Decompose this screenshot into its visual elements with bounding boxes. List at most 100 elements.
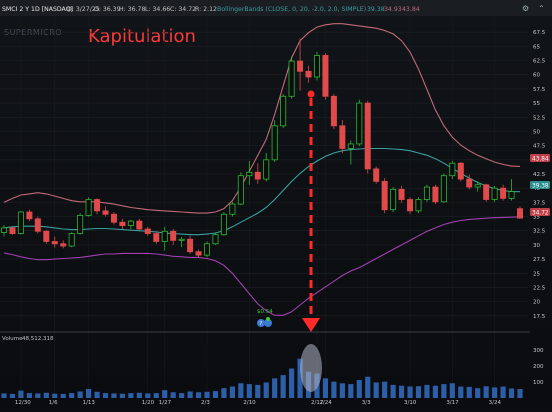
symbol-label[interactable]: SMCI 2 Y 1D [NASDAQ]	[2, 6, 73, 13]
candle-body	[17, 211, 24, 234]
event-icon-info[interactable]	[257, 319, 265, 327]
candle-body	[220, 213, 227, 236]
close-readout: C: 34.72	[170, 6, 196, 13]
candle-body	[161, 230, 168, 242]
volume-bar	[441, 384, 447, 398]
volume-bar	[52, 393, 58, 398]
date-tick-label: 2/10	[243, 400, 256, 406]
date-tick-label: 3/10	[404, 400, 417, 406]
candle-body	[517, 208, 524, 219]
volume-bar	[238, 383, 244, 398]
price-tick-label: 42.5	[533, 172, 546, 178]
candle-body	[407, 199, 414, 212]
header-bar	[0, 0, 552, 16]
candle-body	[94, 199, 101, 212]
price-tick-label: 20	[533, 300, 540, 306]
candle-body	[0, 227, 7, 233]
volume-bar	[382, 381, 388, 398]
volume-bar	[170, 392, 176, 398]
svg-text:34.72: 34.72	[532, 211, 549, 217]
collapse-icon[interactable]: ⌃	[538, 4, 545, 13]
event-icon-dividend[interactable]	[264, 319, 272, 327]
volume-bar	[432, 385, 439, 398]
volume-bar	[297, 358, 303, 398]
price-badge-upper: 43.84	[530, 154, 550, 163]
svg-text:39.38: 39.38	[532, 184, 549, 190]
volume-bar	[272, 378, 278, 398]
candle-body	[110, 213, 117, 223]
volume-bar	[9, 393, 16, 398]
date-tick-label: 3/3	[362, 400, 371, 406]
volume-bar	[187, 391, 193, 398]
candle-body	[449, 162, 456, 177]
kapitulation-arrow-head	[302, 318, 320, 332]
dividend-label: $0.54	[257, 309, 273, 315]
candle-body	[153, 233, 160, 242]
volume-bar	[255, 384, 261, 398]
indicator-label[interactable]: BollingerBands (CLOSE, 0, 20, -2.0, 2.0,…	[217, 6, 366, 13]
volume-bar	[508, 388, 515, 398]
candle-body	[77, 215, 84, 234]
price-tick-label: 30	[533, 243, 540, 249]
volume-bar	[35, 393, 41, 398]
volume-bar	[153, 393, 159, 398]
candle-body	[170, 230, 177, 241]
date-tick-label: 2/17	[311, 400, 324, 406]
volume-value: 48,512,318	[22, 336, 54, 342]
dividend-dot-icon	[266, 317, 270, 321]
candle-body	[288, 60, 295, 97]
candle-body	[85, 199, 92, 216]
price-tick-label: 57.5	[533, 87, 546, 93]
price-tick-label: 47.5	[533, 144, 546, 150]
volume-bar	[162, 390, 168, 398]
candle-body	[136, 220, 143, 230]
candle-body	[119, 221, 126, 227]
annotation-text: Kapitulation	[88, 26, 196, 47]
date-readout: D: 3/27/25	[67, 6, 100, 13]
candle-body	[398, 188, 405, 200]
range-readout: R: 2.12	[195, 6, 217, 13]
date-tick-label: 1/6	[49, 400, 58, 406]
volume-highlight	[300, 344, 322, 392]
volume-tick-200: 200	[533, 364, 544, 370]
volume-bar	[102, 393, 109, 398]
volume-bar	[289, 368, 295, 398]
price-tick-label: 62.5	[533, 59, 546, 65]
candle-body	[26, 211, 33, 220]
volume-bar	[280, 375, 286, 398]
volume-bar	[339, 383, 345, 398]
candle-body	[491, 187, 498, 200]
price-badge-mid: 39.38	[530, 181, 550, 190]
header: SMCI 2 Y 1D [NASDAQ] D: 3/27/25 O: 36.39…	[2, 6, 420, 13]
volume-bar	[229, 386, 235, 398]
volume-bar	[356, 380, 362, 398]
volume-bar	[26, 393, 32, 398]
price-tick-label: 60	[533, 73, 540, 79]
gear-icon[interactable]: ⚙	[522, 4, 529, 13]
candle-body	[297, 60, 304, 72]
candle-body	[330, 95, 337, 127]
volume-bar	[390, 384, 396, 398]
candle-body	[305, 70, 312, 78]
candle-body	[187, 238, 194, 253]
volume-bar	[246, 384, 252, 398]
volume-bar	[466, 386, 472, 398]
price-badge-last: 34.72	[530, 208, 550, 217]
candle-body	[204, 243, 211, 256]
candle-body	[415, 199, 422, 212]
watermark-logo: SUPERMICRO	[4, 28, 62, 37]
candle-body	[500, 187, 507, 199]
date-tick-label: 1/20	[142, 400, 155, 406]
price-tick-label: 67.5	[533, 30, 546, 36]
volume-bar	[348, 384, 354, 398]
candle-body	[212, 234, 219, 245]
volume-bar	[424, 384, 430, 398]
volume-bar	[458, 386, 464, 398]
candle-body	[474, 184, 481, 188]
volume-bar	[221, 388, 227, 398]
price-axis: 17.52022.52527.53032.53537.54042.54547.5…	[533, 30, 546, 320]
candle-body	[34, 218, 41, 232]
price-tick-label: 65	[533, 44, 540, 50]
